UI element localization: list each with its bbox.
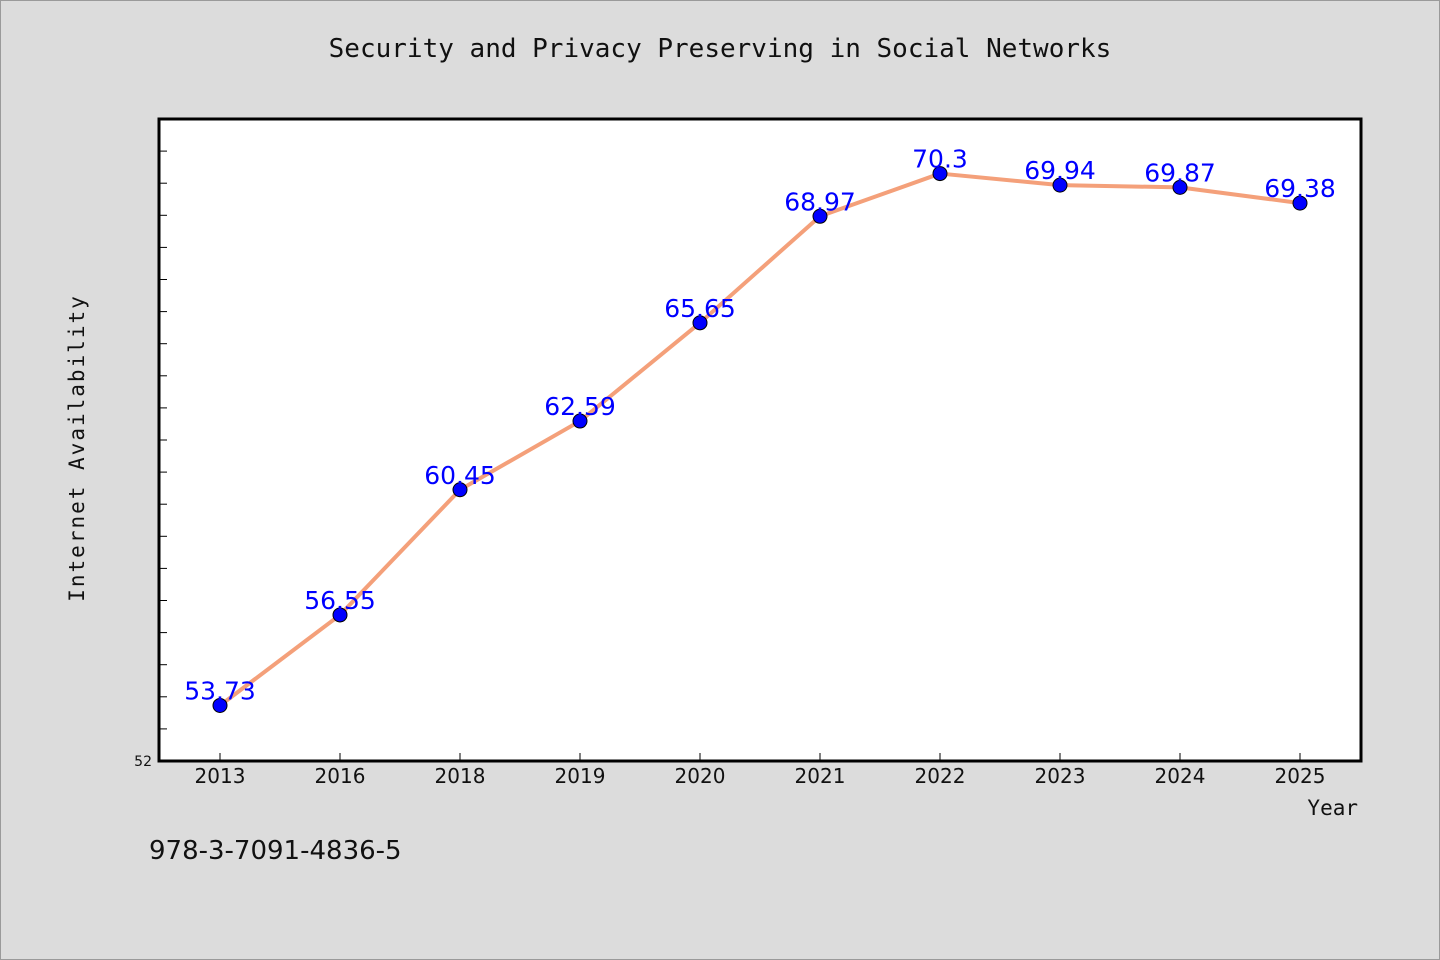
x-tick-label: 2020 [675,764,726,788]
marker-group [212,166,1308,713]
series-line-group [218,171,1302,708]
x-tick-label: 2019 [555,764,606,788]
y-tick-label: 52 [134,754,152,770]
x-tick-label: 2016 [315,764,366,788]
data-point [1052,177,1068,193]
data-point [1292,195,1308,211]
x-tick-label: 2021 [795,764,846,788]
data-label: 68.97 [784,187,856,216]
data-label: 62.59 [544,392,616,421]
data-label: 60.45 [424,461,496,490]
data-point [692,315,708,331]
data-label: 53.73 [184,676,256,705]
data-point [1172,179,1188,195]
chart-title: Security and Privacy Preserving in Socia… [328,34,1112,64]
data-label: 65.65 [664,294,736,323]
data-point [812,208,828,224]
isbn-text: 978-3-7091-4836-5 [149,836,402,866]
x-tick-label: 2023 [1035,764,1086,788]
series-line [218,171,1302,708]
data-point [452,482,468,498]
x-tick-label: 2022 [915,764,966,788]
data-point [932,166,948,182]
y-axis-ticks: 52 [134,150,167,770]
data-label: 69.87 [1144,158,1216,187]
data-point [572,413,588,429]
plot-area [157,117,1363,763]
data-point [332,607,348,623]
data-label: 70.3 [912,145,968,174]
x-axis-ticks: 2013 2016 2018 2019 2020 2021 2022 2023 2024 2025 [195,753,1326,788]
data-label: 69.94 [1024,156,1096,185]
x-tick-label: 2013 [195,764,246,788]
x-tick-label: 2024 [1155,764,1206,788]
data-label-group: 53.73 56.55 60.45 62.59 65.65 68.97 70.3 69.94 6… [184,145,1336,706]
x-tick-label: 2025 [1275,764,1326,788]
data-label: 69.38 [1264,174,1336,203]
x-tick-label: 2018 [435,764,486,788]
x-axis-label: Year [1307,796,1358,820]
data-point [212,697,228,713]
data-label: 56.55 [304,586,376,615]
